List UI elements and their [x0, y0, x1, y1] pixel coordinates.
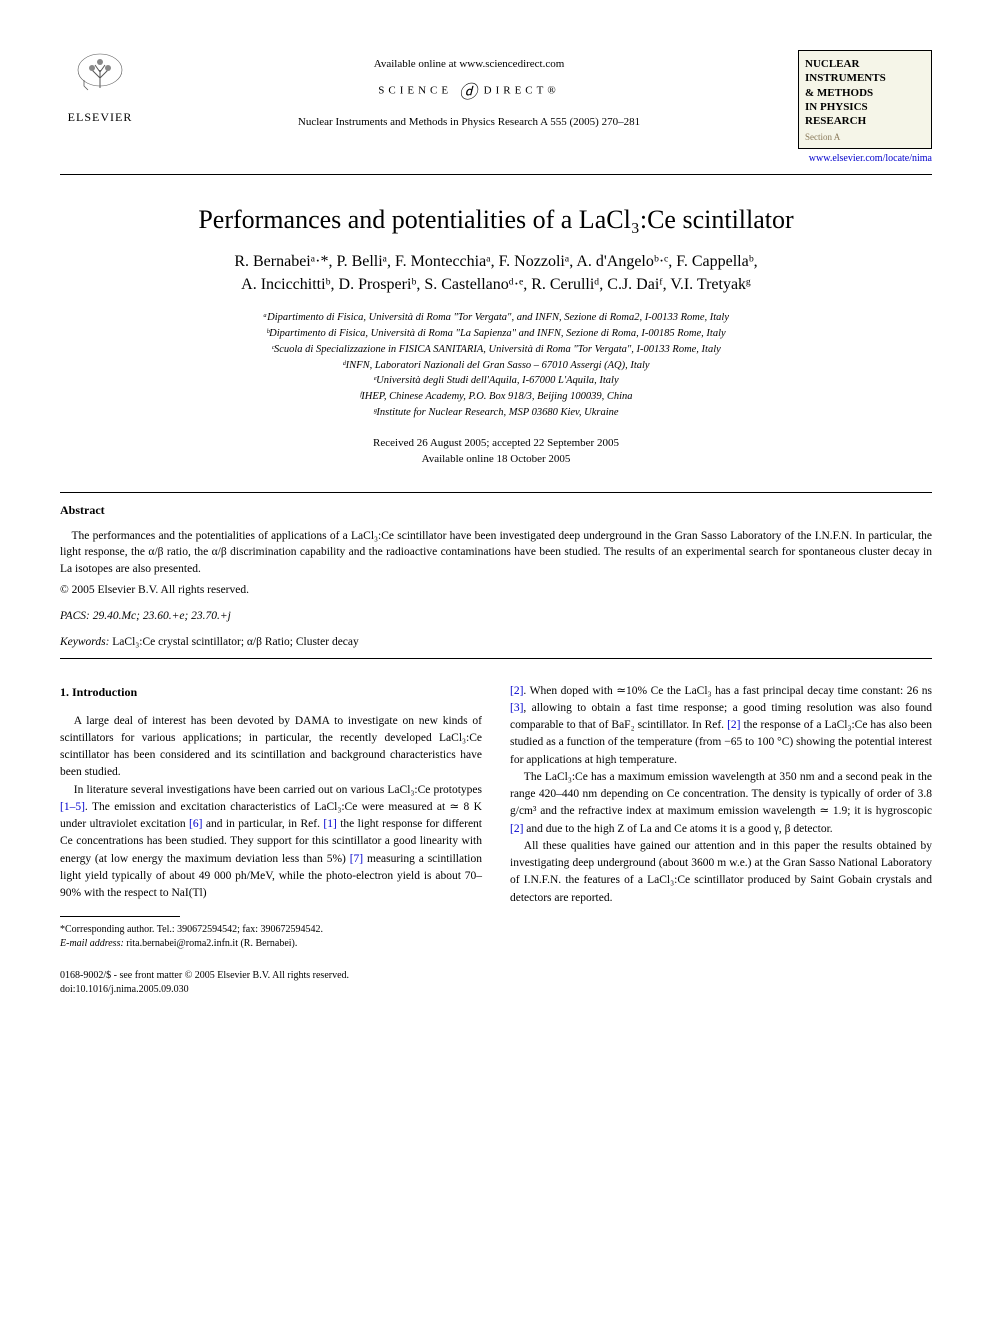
abstract-bottom-divider — [60, 658, 932, 659]
ref-2b[interactable]: [2] — [727, 719, 740, 731]
elsevier-logo: ELSEVIER — [60, 50, 140, 125]
journal-link[interactable]: www.elsevier.com/locate/nima — [798, 153, 932, 164]
authors-line1: R. Bernabeiᵃ·*, P. Belliᵃ, F. Montecchia… — [234, 253, 757, 270]
p2a: In literature several investigations hav… — [74, 784, 482, 796]
abstract-text: The performances and the potentialities … — [60, 528, 932, 578]
journal-box-wrapper: NUCLEAR INSTRUMENTS & METHODS IN PHYSICS… — [798, 50, 932, 164]
science-direct-logo: SCIENCE ⓓ DIRECT® — [140, 78, 798, 104]
paper-title: Performances and potentialities of a LaC… — [60, 205, 932, 235]
authors-line2: A. Incicchittiᵇ, D. Prosperiᵇ, S. Castel… — [241, 276, 751, 293]
affil-d: ᵈINFN, Laboratori Nazionali del Gran Sas… — [60, 358, 932, 374]
affil-b: ᵇDipartimento di Fisica, Università di R… — [60, 326, 932, 342]
ref-2c[interactable]: [2] — [510, 823, 523, 835]
elsevier-label: ELSEVIER — [60, 110, 140, 125]
journal-box-section: Section A — [805, 132, 925, 142]
date-online: Available online 18 October 2005 — [60, 451, 932, 468]
sd-right: DIRECT® — [484, 85, 560, 97]
email-label: E-mail address: — [60, 938, 124, 949]
ref-1-5[interactable]: [1–5] — [60, 801, 85, 813]
abstract-copyright: © 2005 Elsevier B.V. All rights reserved… — [60, 584, 932, 596]
col2-p3: All these qualities have gained our atte… — [510, 838, 932, 907]
footnote-email: E-mail address: rita.bernabei@roma2.infn… — [60, 937, 482, 951]
col2-p1: [2]. When doped with ≃10% Ce the LaCl₃ h… — [510, 683, 932, 769]
ref-7[interactable]: [7] — [350, 853, 363, 865]
ref-3[interactable]: [3] — [510, 702, 523, 714]
affil-c: ᶜScuola di Specializzazione in FISICA SA… — [60, 342, 932, 358]
footnote-block: *Corresponding author. Tel.: 39067259454… — [60, 923, 482, 951]
keywords-label: Keywords: — [60, 636, 109, 648]
column-left: 1. Introduction A large deal of interest… — [60, 683, 482, 952]
body-columns: 1. Introduction A large deal of interest… — [60, 683, 932, 952]
jb-l1: NUCLEAR — [805, 58, 859, 70]
intro-p1: A large deal of interest has been devote… — [60, 713, 482, 782]
header-divider — [60, 174, 932, 175]
section-1-heading: 1. Introduction — [60, 683, 482, 701]
intro-p2: In literature several investigations hav… — [60, 782, 482, 903]
affil-a: ᵃDipartimento di Fisica, Università di R… — [60, 310, 932, 326]
jb-l3: & METHODS — [805, 87, 873, 99]
affiliations: ᵃDipartimento di Fisica, Università di R… — [60, 310, 932, 420]
available-online-text: Available online at www.sciencedirect.co… — [140, 58, 798, 70]
pacs: PACS: 29.40.Mc; 23.60.+e; 23.70.+j — [60, 610, 932, 622]
footnote-divider — [60, 916, 180, 917]
journal-box: NUCLEAR INSTRUMENTS & METHODS IN PHYSICS… — [798, 50, 932, 149]
jb-l4: IN PHYSICS — [805, 101, 868, 113]
journal-reference: Nuclear Instruments and Methods in Physi… — [140, 116, 798, 128]
jb-l5: RESEARCH — [805, 115, 866, 127]
paper-page: ELSEVIER Available online at www.science… — [0, 0, 992, 1037]
abstract-top-divider — [60, 492, 932, 493]
dates: Received 26 August 2005; accepted 22 Sep… — [60, 435, 932, 468]
journal-box-title: NUCLEAR INSTRUMENTS & METHODS IN PHYSICS… — [805, 57, 925, 128]
jb-l2: INSTRUMENTS — [805, 72, 886, 84]
authors: R. Bernabeiᵃ·*, P. Belliᵃ, F. Montecchia… — [60, 251, 932, 296]
header-row: ELSEVIER Available online at www.science… — [60, 50, 932, 164]
affil-g: ᵍInstitute for Nuclear Research, MSP 036… — [60, 405, 932, 421]
keywords-text: LaCl₃:Ce crystal scintillator; α/β Ratio… — [109, 636, 358, 648]
footer: 0168-9002/$ - see front matter © 2005 El… — [60, 969, 932, 997]
sd-at-icon: ⓓ — [459, 82, 477, 102]
footnote-corresponding: *Corresponding author. Tel.: 39067259454… — [60, 923, 482, 937]
footer-line2: doi:10.1016/j.nima.2005.09.030 — [60, 983, 932, 997]
col2-p2: The LaCl₃:Ce has a maximum emission wave… — [510, 769, 932, 838]
p2c: and in particular, in Ref. — [202, 818, 323, 830]
email-address: rita.bernabei@roma2.infn.it (R. Bernabei… — [124, 938, 298, 949]
elsevier-tree-icon — [60, 50, 140, 106]
affil-f: ᶠIHEP, Chinese Academy, P.O. Box 918/3, … — [60, 389, 932, 405]
date-received: Received 26 August 2005; accepted 22 Sep… — [60, 435, 932, 452]
c2p1a: . When doped with ≃10% Ce the LaCl₃ has … — [523, 685, 932, 697]
footer-line1: 0168-9002/$ - see front matter © 2005 El… — [60, 969, 932, 983]
header-center: Available online at www.sciencedirect.co… — [140, 50, 798, 128]
c2p2b: and due to the high Z of La and Ce atoms… — [523, 823, 832, 835]
sd-left: SCIENCE — [378, 85, 452, 97]
ref-2a[interactable]: [2] — [510, 685, 523, 697]
column-right: [2]. When doped with ≃10% Ce the LaCl₃ h… — [510, 683, 932, 952]
c2p2a: The LaCl₃:Ce has a maximum emission wave… — [510, 771, 932, 818]
keywords: Keywords: LaCl₃:Ce crystal scintillator;… — [60, 636, 932, 648]
abstract-heading: Abstract — [60, 503, 932, 518]
affil-e: ᵉUniversità degli Studi dell'Aquila, I-6… — [60, 373, 932, 389]
ref-6[interactable]: [6] — [189, 818, 202, 830]
ref-1[interactable]: [1] — [323, 818, 336, 830]
